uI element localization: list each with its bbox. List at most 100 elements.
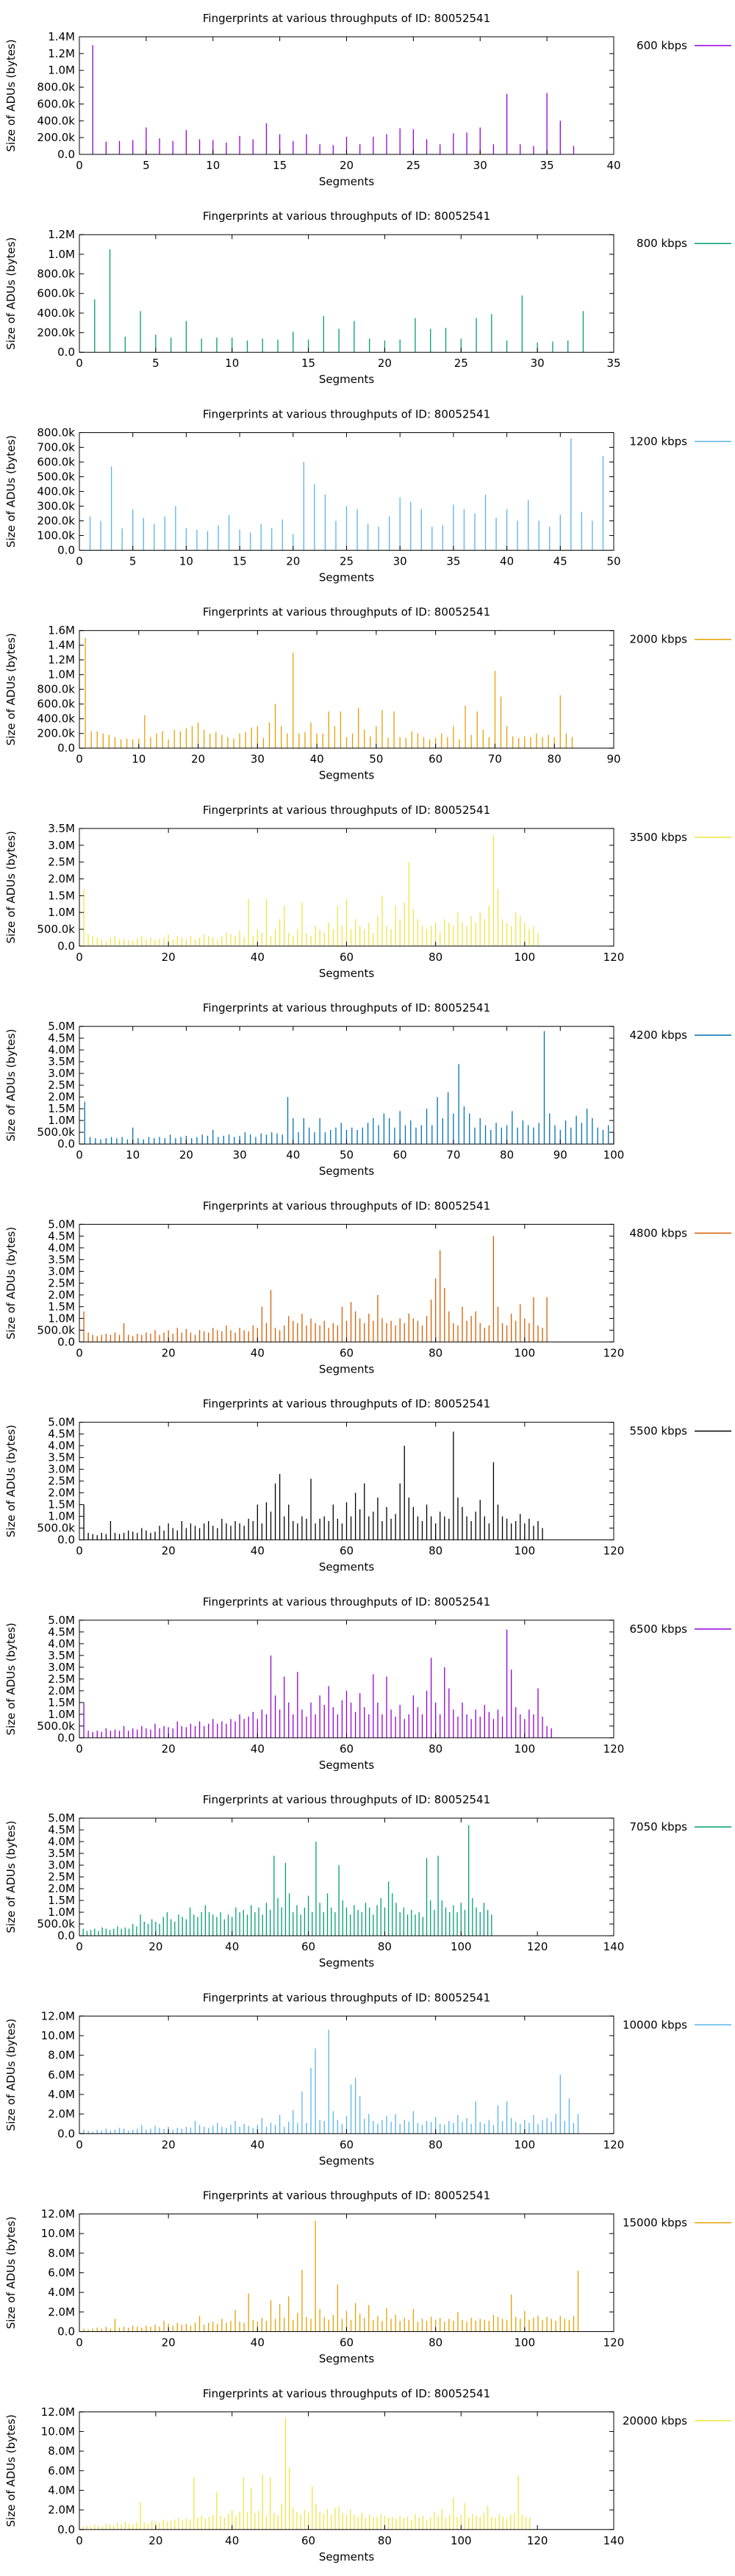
x-tick-label: 80 <box>429 951 442 964</box>
x-tick-label: 0 <box>76 2534 83 2547</box>
chart-10000-kbps: Fingerprints at various throughputs of I… <box>4 1991 731 2167</box>
plot-frame <box>79 630 614 749</box>
x-tick-label: 20 <box>148 2534 162 2547</box>
y-tick-label: 4.5M <box>48 1031 75 1045</box>
y-tick-label: 1.5M <box>48 1894 75 1907</box>
y-axis-label: Size of ADUs (bytes) <box>4 1425 18 1537</box>
y-tick-label: 700.0k <box>37 440 75 454</box>
x-tick-label: 40 <box>606 159 620 172</box>
chart-5500-kbps: Fingerprints at various throughputs of I… <box>4 1398 731 1574</box>
y-tick-label: 4.0M <box>48 2483 75 2497</box>
chart-800-kbps: Fingerprints at various throughputs of I… <box>4 210 731 386</box>
y-tick-label: 500.0k <box>37 1917 75 1931</box>
x-tick-label: 90 <box>553 1148 567 1162</box>
y-axis-label: Size of ADUs (bytes) <box>4 2414 18 2527</box>
x-tick-label: 60 <box>340 2138 354 2151</box>
x-tick-label: 5 <box>143 159 150 172</box>
x-tick-label: 100 <box>603 1148 625 1162</box>
legend-label: 4800 kbps <box>630 1226 688 1239</box>
x-tick-label: 80 <box>429 1545 442 1558</box>
x-tick-label: 10 <box>126 1148 140 1162</box>
x-tick-label: 40 <box>251 951 265 964</box>
y-tick-label: 8.0M <box>48 2247 75 2260</box>
x-tick-label: 40 <box>251 2336 265 2350</box>
x-tick-label: 15 <box>273 159 287 172</box>
y-tick-label: 800.0k <box>37 268 75 281</box>
chart-title: Fingerprints at various throughputs of I… <box>203 1991 490 2004</box>
y-axis-label: Size of ADUs (bytes) <box>4 633 18 745</box>
y-tick-label: 1.0M <box>48 64 75 77</box>
y-axis-label: Size of ADUs (bytes) <box>4 2217 18 2329</box>
y-tick-label: 2.0M <box>48 2305 75 2319</box>
x-axis-label: Segments <box>319 175 375 188</box>
y-tick-label: 2.5M <box>48 1672 75 1686</box>
plot-frame <box>79 1026 614 1145</box>
y-tick-label: 3.0M <box>48 1661 75 1674</box>
y-tick-label: 200.0k <box>37 326 75 340</box>
y-tick-label: 4.5M <box>48 1428 75 1441</box>
x-tick-label: 20 <box>162 951 176 964</box>
y-tick-label: 2.5M <box>48 1475 75 1488</box>
y-tick-label: 0.0 <box>57 2127 75 2140</box>
x-tick-label: 120 <box>603 2336 625 2350</box>
y-tick-label: 2.0M <box>48 2503 75 2516</box>
x-tick-label: 0 <box>76 1545 83 1558</box>
y-axis-label: Size of ADUs (bytes) <box>4 1622 18 1735</box>
x-tick-label: 100 <box>451 2534 472 2547</box>
chart-3500-kbps: Fingerprints at various throughputs of I… <box>4 804 731 980</box>
y-tick-label: 300.0k <box>37 499 75 512</box>
y-tick-label: 6.0M <box>48 2266 75 2280</box>
x-tick-label: 30 <box>473 159 487 172</box>
y-tick-label: 12.0M <box>41 2009 75 2022</box>
y-tick-label: 500.0k <box>37 1126 75 1139</box>
x-tick-label: 80 <box>500 1148 514 1162</box>
x-tick-label: 60 <box>393 1148 407 1162</box>
x-axis-label: Segments <box>319 769 375 782</box>
x-tick-label: 0 <box>76 1148 83 1162</box>
y-tick-label: 5.0M <box>48 1416 75 1429</box>
y-tick-label: 3.0M <box>48 1067 75 1080</box>
x-axis-label: Segments <box>319 1956 375 1969</box>
x-tick-label: 20 <box>340 159 354 172</box>
x-tick-label: 10 <box>179 554 193 568</box>
x-tick-label: 60 <box>340 1742 354 1756</box>
x-tick-label: 30 <box>251 753 265 766</box>
chart-600-kbps: Fingerprints at various throughputs of I… <box>4 12 731 188</box>
y-tick-label: 600.0k <box>37 698 75 711</box>
chart-title: Fingerprints at various throughputs of I… <box>203 2189 490 2203</box>
chart-title: Fingerprints at various throughputs of I… <box>203 210 490 223</box>
legend-label: 20000 kbps <box>623 2414 687 2427</box>
y-tick-label: 200.0k <box>37 727 75 740</box>
x-tick-label: 140 <box>603 2534 625 2547</box>
x-tick-label: 140 <box>603 1940 625 1953</box>
x-tick-label: 40 <box>225 1940 239 1953</box>
x-axis-label: Segments <box>319 1561 375 1574</box>
x-tick-label: 120 <box>603 2138 625 2151</box>
y-tick-label: 1.2M <box>48 47 75 60</box>
y-tick-label: 1.0M <box>48 1708 75 1721</box>
y-tick-label: 2.5M <box>48 1276 75 1289</box>
x-tick-label: 40 <box>251 2138 265 2151</box>
x-tick-label: 35 <box>540 159 554 172</box>
x-tick-label: 70 <box>488 753 502 766</box>
x-tick-label: 60 <box>429 753 442 766</box>
x-tick-label: 15 <box>233 554 247 568</box>
y-tick-label: 4.5M <box>48 1229 75 1242</box>
y-tick-label: 400.0k <box>37 712 75 726</box>
x-tick-label: 40 <box>286 1148 300 1162</box>
x-tick-label: 0 <box>76 1742 83 1756</box>
chart-title: Fingerprints at various throughputs of I… <box>203 606 490 619</box>
y-tick-label: 0.0 <box>57 1137 75 1151</box>
y-tick-label: 2.5M <box>48 1870 75 1883</box>
x-tick-label: 20 <box>162 1742 176 1756</box>
chart-20000-kbps: Fingerprints at various throughputs of I… <box>4 2387 731 2564</box>
y-tick-label: 0.0 <box>57 2325 75 2339</box>
y-tick-label: 1.5M <box>48 1498 75 1511</box>
y-tick-label: 4.0M <box>48 1439 75 1453</box>
x-tick-label: 35 <box>446 554 460 568</box>
legend-label: 15000 kbps <box>623 2217 687 2230</box>
y-tick-label: 600.0k <box>37 455 75 468</box>
x-tick-label: 80 <box>548 753 562 766</box>
y-tick-label: 1.0M <box>48 1906 75 1919</box>
